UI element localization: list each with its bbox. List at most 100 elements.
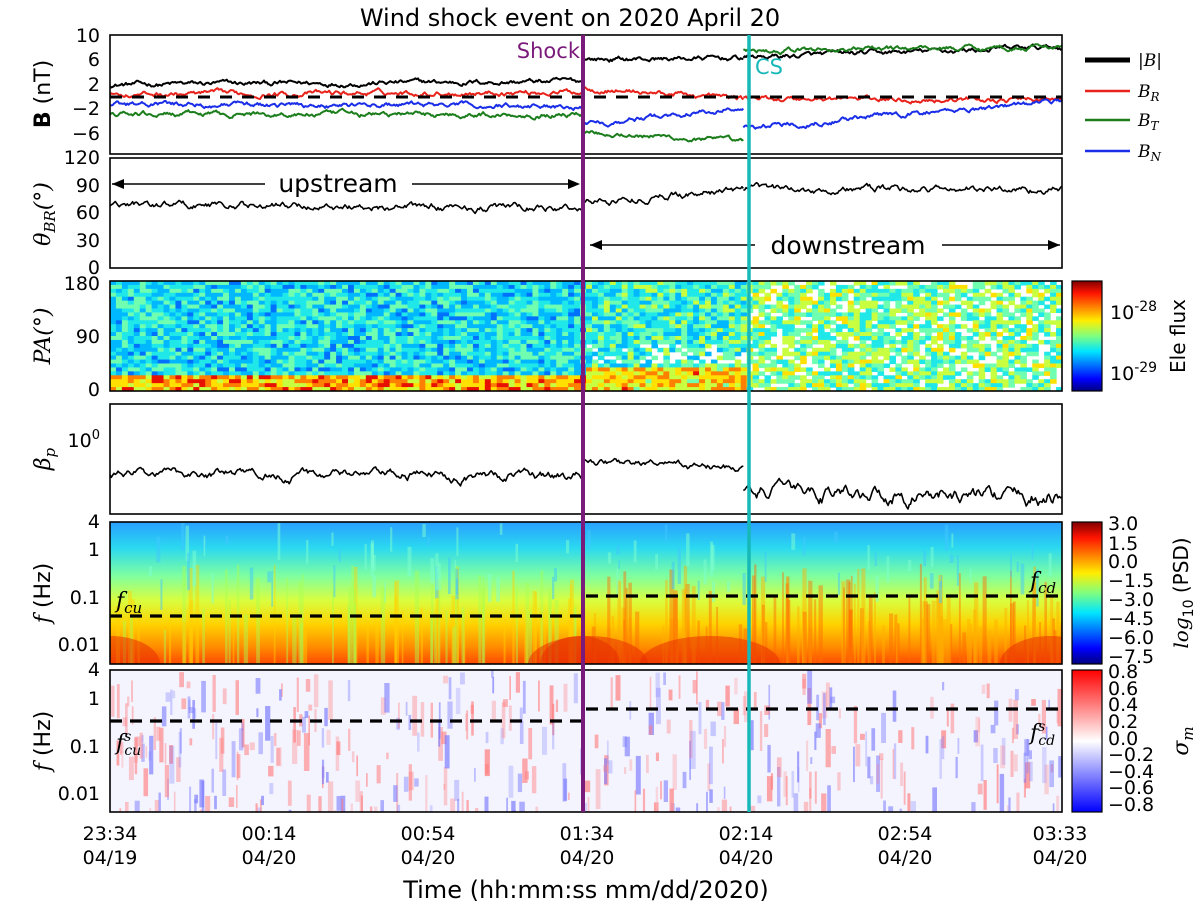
- pa-cell: [895, 304, 902, 310]
- pa-cell: [229, 367, 236, 372]
- pa-cell: [389, 292, 397, 298]
- psd-streak: [921, 618, 925, 664]
- pa-cell: [776, 371, 783, 376]
- pa-cell: [1038, 379, 1045, 384]
- pa-cell: [669, 316, 676, 321]
- psd-streak-high: [664, 524, 668, 542]
- pa-cell: [597, 320, 605, 325]
- pa-cell: [966, 316, 974, 321]
- pa-cell: [1020, 367, 1027, 372]
- pa-cell: [591, 292, 599, 298]
- pa-cell: [996, 300, 1004, 306]
- pa-cell: [841, 332, 849, 337]
- pa-cell: [859, 292, 867, 298]
- psd-streak: [994, 619, 998, 664]
- pa-cell: [943, 288, 950, 294]
- pa-cell: [121, 371, 129, 376]
- pa-cell: [419, 347, 426, 353]
- pa-cell: [127, 351, 135, 357]
- pa-cell: [913, 316, 920, 321]
- psd-streak: [1012, 601, 1016, 664]
- pa-cell: [300, 312, 307, 317]
- pa-cell: [734, 363, 742, 369]
- pa-cell: [264, 312, 272, 317]
- pa-cell: [740, 383, 748, 388]
- pa-cell: [211, 379, 218, 384]
- pa-cell: [1008, 316, 1015, 321]
- pa-cell: [407, 379, 415, 384]
- pa-cell: [151, 312, 159, 317]
- pa-cell: [187, 375, 194, 380]
- pa-cell: [627, 339, 635, 345]
- pa-cell: [943, 312, 950, 317]
- pa-cell: [758, 383, 766, 388]
- pa-cell: [365, 316, 373, 321]
- psd-streak: [243, 614, 249, 664]
- pa-cell: [699, 320, 706, 325]
- pa-cell: [431, 387, 438, 391]
- pa-cell: [115, 383, 123, 388]
- sigma-streak: [1048, 699, 1050, 711]
- pa-cell: [383, 332, 391, 337]
- sigma-streak: [279, 689, 282, 701]
- sigma-streak: [292, 729, 298, 764]
- pa-cell: [645, 292, 653, 298]
- pa-cell: [722, 332, 730, 337]
- pa-cell: [633, 284, 641, 290]
- pa-cell: [336, 351, 343, 357]
- pa-cell: [383, 308, 391, 314]
- pa-cell: [693, 351, 700, 357]
- pa-cell: [853, 387, 861, 391]
- pa-cell: [603, 371, 611, 376]
- pa-cell: [937, 308, 944, 314]
- pa-cell: [234, 351, 242, 357]
- pa-cell: [229, 332, 236, 337]
- pa-cell: [276, 387, 284, 391]
- pa-cell: [984, 316, 992, 321]
- pa-cell: [205, 324, 212, 329]
- pa-cell: [663, 312, 670, 317]
- pa-cell: [282, 355, 290, 361]
- sigma-streak: [441, 731, 447, 745]
- pa-cell: [764, 296, 772, 302]
- pa-cell: [931, 355, 938, 361]
- pa-cell: [151, 347, 159, 353]
- pa-cell: [139, 336, 147, 341]
- sigma-streak: [635, 755, 641, 795]
- pa-cell: [318, 351, 325, 357]
- pa-cell: [163, 316, 171, 321]
- pa-cell: [1008, 332, 1015, 337]
- pa-cell: [978, 383, 986, 388]
- pa-cell: [633, 363, 641, 369]
- pa-cell: [359, 371, 367, 376]
- pa-cell: [151, 292, 159, 298]
- pa-cell: [312, 308, 319, 314]
- pa-cell: [782, 371, 789, 376]
- pa-cell: [413, 351, 420, 357]
- pa-cell: [728, 296, 736, 302]
- pa-cell: [252, 316, 260, 321]
- pa-cell: [467, 336, 474, 341]
- pa-cell: [859, 355, 867, 361]
- pa-cell: [199, 284, 206, 290]
- pa-cell: [401, 300, 409, 306]
- sigma-streak: [334, 810, 337, 812]
- pa-cell: [591, 281, 599, 286]
- pa-cell: [603, 336, 611, 341]
- pa-cell: [318, 347, 325, 353]
- pa-cell: [627, 300, 635, 306]
- pa-cell: [847, 328, 855, 333]
- psd-streak: [962, 632, 966, 664]
- pa-cell: [984, 324, 992, 329]
- pa-cell: [758, 320, 766, 325]
- pa-cell: [496, 383, 504, 388]
- pa-cell: [139, 292, 147, 298]
- pa-cell: [568, 343, 575, 349]
- pa-cell: [550, 339, 557, 345]
- pa-cell: [1008, 292, 1015, 298]
- pa-cell: [687, 371, 694, 376]
- pa-cell: [449, 347, 456, 353]
- pa-cell: [699, 367, 706, 372]
- pa-cell: [330, 320, 337, 325]
- psd-streak: [401, 610, 404, 664]
